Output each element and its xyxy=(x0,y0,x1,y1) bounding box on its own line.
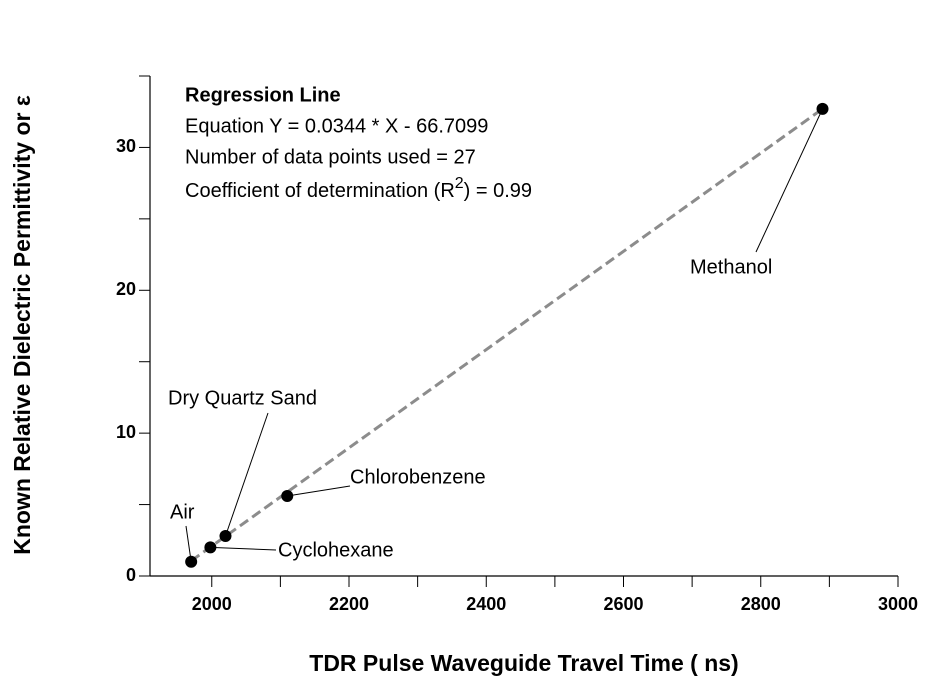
leader-line xyxy=(185,525,192,562)
point-label: Methanol xyxy=(690,256,772,278)
x-tick-label: 2400 xyxy=(466,594,506,614)
x-tick-label: 2600 xyxy=(603,594,643,614)
point xyxy=(281,490,294,502)
x-tick-label: 2000 xyxy=(192,594,232,614)
leader-line xyxy=(210,546,277,551)
x-axis-title: TDR Pulse Waveguide Travel Time ( ns) xyxy=(309,650,738,676)
point-label: Air xyxy=(170,501,195,523)
annotation-equation: Equation Y = 0.0344 * X - 66.7099 xyxy=(185,115,488,137)
point xyxy=(219,530,232,542)
r2-text: Coefficient of determination (R xyxy=(185,180,455,202)
x-tick-label: 3000 xyxy=(878,594,918,614)
r2-sup: 2 xyxy=(455,175,464,192)
y-axis-title: Known Relative Dielectric Permittivity o… xyxy=(9,95,35,555)
annotation-r2: Coefficient of determination (R2) = 0.99 xyxy=(185,175,532,202)
y-tick-label: 10 xyxy=(116,422,136,442)
x-tick-label: 2800 xyxy=(741,594,781,614)
annotation-points: Number of data points used = 27 xyxy=(185,146,476,168)
leader-line xyxy=(225,412,269,537)
point xyxy=(816,102,829,115)
point xyxy=(185,555,198,568)
point-label: Chlorobenzene xyxy=(350,466,486,488)
point xyxy=(204,541,217,554)
annotation-heading: Regression Line xyxy=(185,84,341,106)
y-tick-label: 20 xyxy=(116,279,136,299)
y-tick-label: 30 xyxy=(116,136,136,156)
leader-line xyxy=(287,485,351,497)
leader-line xyxy=(755,108,823,253)
x-tick-label: 2200 xyxy=(329,594,369,614)
r2-text-end: ) = 0.99 xyxy=(464,180,532,202)
y-tick-label: 0 xyxy=(126,565,136,585)
regression-line xyxy=(190,107,824,563)
point-label: Dry Quartz Sand xyxy=(168,387,317,409)
point-label: Cyclohexane xyxy=(278,539,394,561)
